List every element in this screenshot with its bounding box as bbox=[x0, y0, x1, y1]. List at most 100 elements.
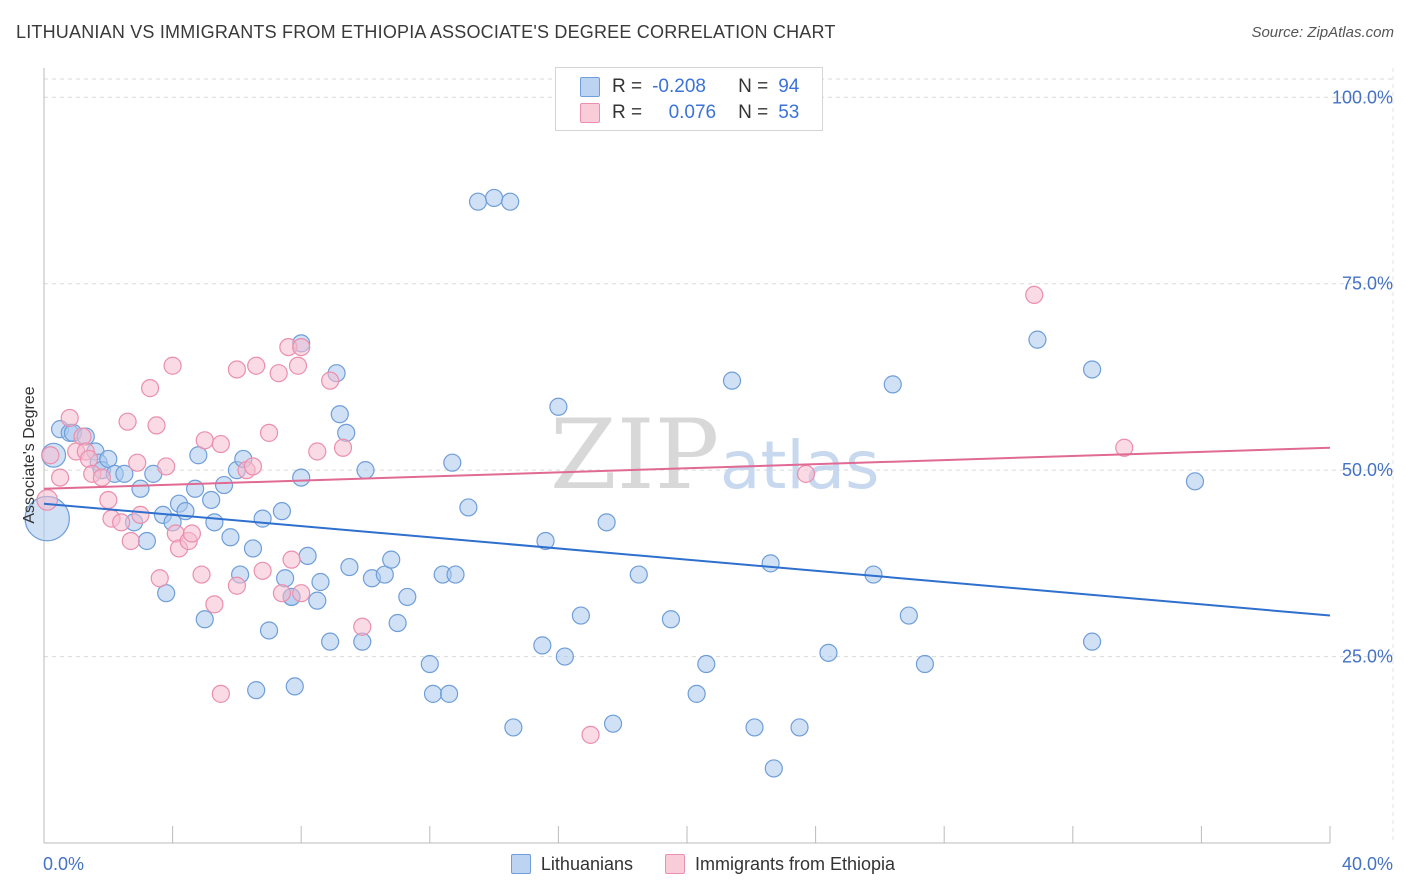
point-lithuanian bbox=[915, 654, 935, 674]
point-lithuanian bbox=[697, 654, 716, 674]
point-ethiopia bbox=[581, 725, 600, 744]
point-lithuanian bbox=[468, 192, 488, 211]
point-lithuanian bbox=[292, 468, 311, 487]
correlation-legend: R = -0.208 N = 94 R = 0.076 N = 53 bbox=[555, 67, 823, 131]
point-lithuanian bbox=[443, 453, 462, 472]
point-ethiopia bbox=[321, 371, 340, 390]
point-lithuanian bbox=[131, 479, 150, 498]
point-ethiopia bbox=[131, 505, 150, 524]
point-lithuanian bbox=[285, 677, 304, 696]
point-lithuanian bbox=[321, 632, 340, 651]
point-ethiopia bbox=[243, 457, 263, 476]
legend-r-value: -0.208 bbox=[652, 76, 706, 97]
point-ethiopia bbox=[140, 379, 160, 398]
point-ethiopia bbox=[272, 584, 292, 603]
legend-n-value: 94 bbox=[778, 76, 800, 97]
point-ethiopia bbox=[182, 524, 201, 543]
legend-swatch-blue bbox=[510, 854, 531, 874]
point-lithuanian bbox=[356, 461, 375, 480]
series-legend-lithuanians[interactable]: Lithuanians bbox=[510, 853, 633, 875]
point-lithuanian bbox=[722, 371, 742, 390]
legend-swatch-pink bbox=[580, 103, 600, 123]
point-lithuanian bbox=[745, 718, 764, 737]
point-lithuanian bbox=[398, 587, 417, 607]
point-lithuanian bbox=[661, 610, 681, 629]
point-ethiopia bbox=[205, 595, 224, 614]
series-legend-ethiopia[interactable]: Immigrants from Ethiopia bbox=[665, 854, 895, 875]
point-lithuanian bbox=[883, 375, 902, 394]
legend-row-lithuanians: R = -0.208 N = 94 bbox=[580, 75, 799, 99]
point-ethiopia bbox=[211, 434, 230, 454]
point-lithuanian bbox=[1082, 360, 1102, 379]
point-ethiopia bbox=[150, 569, 169, 588]
point-ethiopia bbox=[796, 464, 816, 483]
point-lithuanian bbox=[272, 502, 292, 521]
point-ethiopia bbox=[50, 468, 70, 487]
source-label: Source: ZipAtlas.com bbox=[1251, 24, 1394, 41]
legend-swatch-blue bbox=[580, 77, 600, 97]
point-lithuanian bbox=[243, 539, 263, 558]
point-lithuanian bbox=[439, 684, 459, 703]
point-lithuanian bbox=[549, 397, 568, 416]
point-lithuanian bbox=[687, 684, 706, 703]
point-ethiopia bbox=[92, 468, 111, 487]
point-ethiopia bbox=[353, 617, 372, 636]
point-ethiopia bbox=[259, 423, 279, 442]
y-tick-label: 25.0% bbox=[1342, 647, 1393, 667]
watermark: ZIP atlas bbox=[550, 399, 880, 511]
x-tick-label-min: 0.0% bbox=[43, 854, 84, 874]
point-ethiopia bbox=[1025, 285, 1044, 304]
point-ethiopia bbox=[121, 531, 140, 551]
point-ethiopia bbox=[253, 561, 272, 580]
point-lithuanian bbox=[629, 565, 648, 584]
point-lithuanian bbox=[555, 647, 574, 666]
point-ethiopia bbox=[333, 438, 353, 457]
chart-title: LITHUANIAN VS IMMIGRANTS FROM ETHIOPIA A… bbox=[16, 22, 836, 42]
point-lithuanian bbox=[340, 557, 359, 577]
y-tick-label: 50.0% bbox=[1342, 460, 1393, 480]
point-lithuanian bbox=[337, 423, 356, 442]
point-ethiopia bbox=[73, 427, 92, 446]
point-lithuanian bbox=[899, 606, 918, 625]
point-lithuanian bbox=[501, 192, 520, 211]
point-ethiopia bbox=[195, 431, 214, 450]
point-lithuanian bbox=[205, 513, 224, 532]
point-lithuanian bbox=[446, 565, 465, 584]
trend-line-lithuanians bbox=[43, 502, 1331, 617]
point-lithuanian bbox=[202, 490, 221, 510]
legend-n-label: N = bbox=[738, 102, 769, 123]
point-lithuanian bbox=[485, 188, 504, 208]
point-ethiopia bbox=[41, 446, 60, 465]
point-ethiopia bbox=[163, 356, 182, 375]
point-ethiopia bbox=[118, 412, 137, 431]
point-lithuanian bbox=[504, 718, 523, 737]
point-ethiopia bbox=[288, 356, 308, 375]
legend-row-ethiopia: R = 0.076 N = 53 bbox=[580, 101, 799, 125]
point-lithuanian bbox=[571, 606, 591, 625]
point-lithuanian bbox=[603, 714, 623, 733]
point-ethiopia bbox=[36, 489, 59, 511]
point-lithuanian bbox=[214, 475, 234, 495]
point-lithuanian bbox=[764, 759, 783, 778]
point-lithuanian bbox=[420, 654, 439, 674]
point-ethiopia bbox=[227, 360, 246, 379]
point-ethiopia bbox=[269, 364, 288, 383]
point-ethiopia bbox=[99, 490, 118, 510]
point-ethiopia bbox=[112, 513, 131, 532]
point-lithuanian bbox=[790, 718, 809, 737]
point-lithuanian bbox=[330, 405, 349, 424]
legend-n-value: 53 bbox=[778, 102, 800, 123]
point-lithuanian bbox=[137, 531, 156, 551]
y-tick-labels: 25.0% 50.0% 75.0% 100.0% bbox=[1332, 87, 1393, 666]
point-ethiopia bbox=[282, 550, 301, 569]
series-legend: Lithuanians Immigrants from Ethiopia bbox=[0, 850, 1406, 878]
point-lithuanian bbox=[253, 509, 272, 528]
series-label-lithuanians: Lithuanians bbox=[540, 853, 633, 874]
trend-lines bbox=[43, 446, 1331, 617]
point-lithuanian bbox=[276, 569, 295, 588]
trend-line-ethiopia bbox=[43, 446, 1331, 490]
point-lithuanian bbox=[247, 681, 266, 700]
point-ethiopia bbox=[1115, 438, 1134, 457]
point-lithuanian bbox=[298, 546, 317, 566]
